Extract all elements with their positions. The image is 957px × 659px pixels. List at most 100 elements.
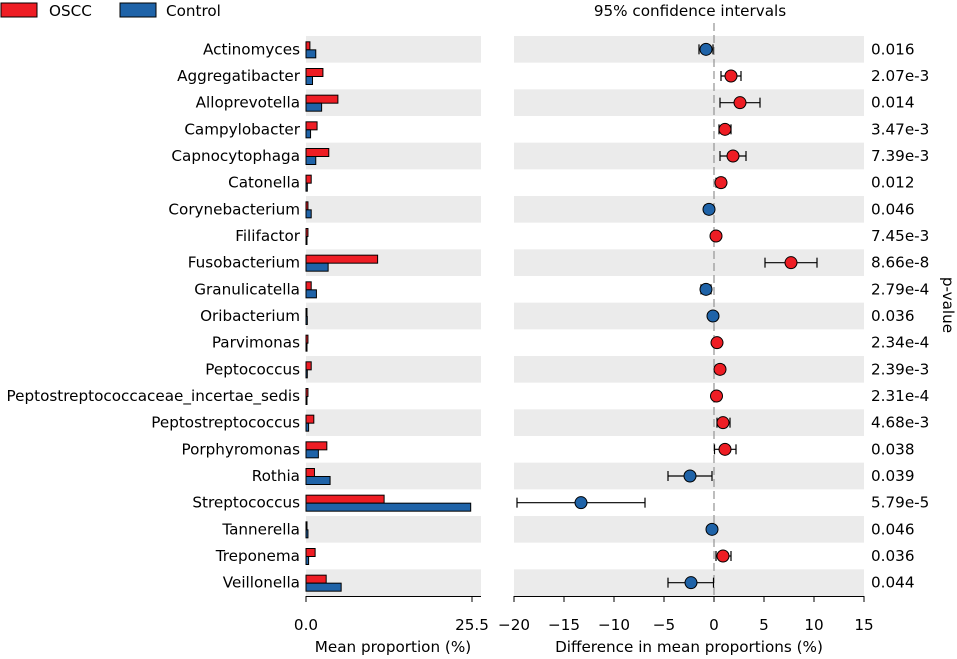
bar-oscc [305,148,330,157]
axes: 0.0 25.5 −20 −15 −10 −5 0 5 10 15 [294,596,874,634]
row-band-left [306,356,481,383]
ci-mean-difference-point [699,282,713,296]
category-label: Alloprevotella [196,94,300,112]
category-label: Peptostreptococcus [151,414,300,432]
bar-oscc [305,94,339,104]
p-value-label: 0.016 [871,40,914,58]
bar-control [305,529,309,539]
p-value-label: 2.07e-3 [871,67,929,85]
category-label: Streptococcus [192,494,300,512]
ci-x-tick-label: −15 [548,616,580,634]
row-band-right [514,36,864,63]
bar-control [305,76,314,85]
bar-oscc [305,201,309,211]
category-label: Campylobacter [184,120,300,138]
row-band-right [514,302,864,330]
bar-control [305,342,308,352]
p-value-label: 0.039 [871,467,914,485]
p-value-label: 0.014 [871,94,914,112]
ci-mean-difference-point [733,96,747,110]
row-band-right [514,89,864,116]
category-label: Parvimonas [212,334,300,352]
p-value-label: 2.34e-4 [871,334,929,352]
ci-mean-difference-point [709,229,723,243]
p-value-label: 0.036 [871,547,914,565]
bar-oscc [305,41,311,51]
category-labels: Actinomyces Aggregatibacter Alloprevotella… [7,40,301,591]
ci-x-tick-label: −20 [498,616,530,634]
ci-mean-difference-point [726,149,740,163]
legend-swatch-control [119,2,157,18]
row-band-left [306,569,481,596]
p-value-column: 0.016 2.07e-3 0.014 3.47e-3 7.39e-3 0.012 0.04… [871,40,929,591]
legend-label-oscc: OSCC [49,2,92,20]
ci-mean-difference-point [718,442,732,456]
ci-x-tick-label: 0 [709,616,719,634]
ci-mean-difference-point [699,42,713,56]
legend: OSCC Control [0,2,221,20]
ci-mean-difference-point [724,69,738,83]
row-band-left [306,462,481,490]
row-band-right [514,409,864,436]
bar-oscc [305,388,309,397]
bar-oscc [305,441,328,451]
bar-control [305,262,329,272]
ci-mean-difference-point [710,389,723,403]
ci-mean-difference-point [713,362,727,376]
p-value-label: 2.31e-4 [871,387,929,405]
ci-mean-difference-point [714,176,728,190]
ci-x-tick-label: −10 [598,616,630,634]
ci-x-tick-label: 5 [759,616,769,634]
bar-control [305,289,317,299]
bar-oscc [305,494,385,504]
bar-oscc [305,521,308,531]
ci-mean-difference-point [574,496,588,510]
row-band-left [306,196,481,223]
category-label: Actinomyces [203,40,300,58]
category-label: Tannerella [221,520,300,538]
ci-mean-difference-point [702,202,716,216]
row-band-right [514,516,864,543]
category-label: Corynebacterium [168,200,300,218]
bar-oscc [305,308,308,317]
bar-oscc [305,334,309,344]
proportion-bars [305,41,472,592]
bar-oscc [305,121,318,131]
p-value-label: 3.47e-3 [871,120,929,138]
p-value-label: 0.012 [871,174,914,192]
bar-x-axis-title: Mean proportion (%) [315,638,471,656]
ci-mean-difference-point [716,416,730,430]
ci-mean-difference-point [683,469,697,483]
p-value-label: 7.45e-3 [871,227,929,245]
category-label: Oribacterium [200,307,300,325]
bar-control [305,209,312,219]
category-label: Treponema [215,547,300,565]
p-value-label: 2.79e-4 [871,280,929,298]
category-label: Capnocytophaga [171,147,300,165]
category-label: Veillonella [223,574,300,592]
ci-mean-difference-point [710,336,724,350]
legend-swatch-oscc [0,2,38,18]
p-value-label: 0.036 [871,307,914,325]
ci-mean-difference-point [706,309,720,323]
row-band-left [306,516,481,543]
confidence-interval-marks [516,42,818,590]
bar-control [305,236,308,245]
category-label: Rothia [252,467,300,485]
bar-oscc [305,174,312,184]
category-label: Porphyromonas [181,440,300,458]
legend-label-control: Control [166,2,221,20]
bar-control [305,502,472,512]
bar-oscc [305,281,312,291]
row-band-left [306,409,481,436]
bar-x-tick-label: 25.5 [455,616,489,634]
bar-control [305,369,308,379]
p-value-label: 8.66e-8 [871,254,929,272]
ci-mean-difference-point [784,256,798,270]
bar-control [305,449,319,459]
category-label: Fusobacterium [188,254,300,272]
ci-mean-difference-point [684,576,698,590]
category-label: Granulicatella [194,280,300,298]
bar-control [305,49,317,59]
bar-x-tick-label: 0.0 [294,616,318,634]
